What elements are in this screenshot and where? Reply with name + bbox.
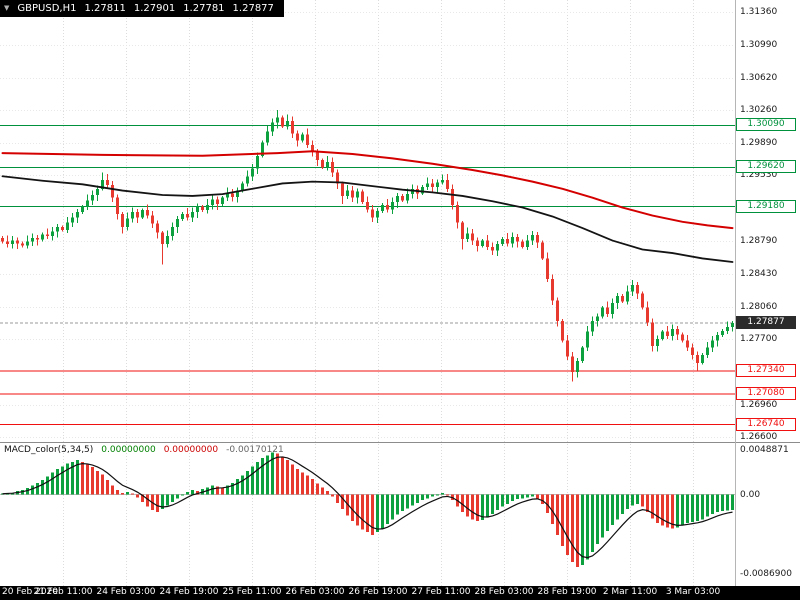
sr-price-tag-green: 1.29620 (736, 160, 796, 174)
macd-histogram (1, 452, 734, 567)
macd-axis-label: 0.0048871 (740, 445, 789, 455)
price-axis-label: 1.27700 (740, 333, 778, 344)
price-axis-label: 1.30990 (740, 40, 778, 51)
indicator-label: MACD_color(5,34,5) 0.00000000 0.00000000… (4, 445, 284, 455)
price-axis[interactable]: 1.31360 1.30990 1.30620 1.30260 1.29890 1.295… (736, 0, 800, 586)
quote-high: 1.27901 (133, 3, 176, 14)
collapse-icon[interactable]: ▼ (4, 4, 10, 12)
quote-close: 1.27877 (232, 3, 274, 14)
time-axis-label: 20 Feb 2020 (2, 587, 59, 597)
price-axis-label: 1.31360 (740, 7, 778, 17)
macd-axis-label: -0.0086900 (740, 569, 792, 579)
quote-low: 1.27781 (183, 3, 225, 14)
price-axis-label: 1.29890 (740, 138, 778, 149)
ma-black-line (1, 175, 734, 263)
sr-price-tag-red: 1.27080 (736, 387, 796, 401)
time-axis-label: 25 Feb 11:00 (222, 587, 282, 597)
sr-price-tag-red: 1.27340 (736, 363, 796, 377)
time-axis-label: 2 Mar 11:00 (602, 587, 658, 597)
time-axis-label: 27 Feb 11:00 (411, 587, 471, 597)
price-axis-label: 1.28060 (740, 301, 778, 312)
sr-price-tag-red: 1.26740 (736, 417, 796, 431)
time-axis-label: 26 Feb 03:00 (285, 587, 345, 597)
candles (1, 110, 734, 382)
quote-open: 1.27811 (84, 3, 126, 14)
time-axis-label: 28 Feb 19:00 (537, 587, 597, 597)
indicator-value-1: 0.00000000 (101, 445, 156, 455)
time-axis[interactable]: 20 Feb 2020 21 Feb 11:00 24 Feb 03:00 24 Fe… (0, 586, 800, 600)
symbol-timeframe: GBPUSD,H1 (17, 3, 77, 14)
time-axis-label: 26 Feb 19:00 (348, 587, 408, 597)
time-axis-label: 28 Feb 03:00 (474, 587, 534, 597)
sr-price-tag-green: 1.29180 (736, 199, 796, 213)
price-axis-label: 1.30260 (740, 105, 778, 116)
price-axis-label: 1.28430 (740, 268, 778, 279)
price-axis-label: 1.26600 (740, 432, 778, 442)
indicator-name: MACD_color(5,34,5) (4, 445, 94, 455)
time-axis-label: 21 Feb 11:00 (33, 587, 93, 597)
indicator-value-2: 0.00000000 (163, 445, 219, 455)
macd-signal-line (2, 456, 733, 559)
price-axis-label: 1.26960 (740, 399, 778, 410)
time-axis-label: 3 Mar 03:00 (665, 587, 721, 597)
time-axis-label: 24 Feb 03:00 (96, 587, 156, 597)
ma-red-line (1, 150, 734, 230)
time-axis-label: 24 Feb 19:00 (159, 587, 219, 597)
chart-title-bar: ▼ GBPUSD,H1 1.27811 1.27901 1.27781 1.27… (0, 0, 284, 17)
price-axis-label: 1.29530 (740, 170, 778, 181)
sr-price-tag-green: 1.30090 (736, 118, 796, 132)
current-price-tag: 1.27877 (736, 315, 796, 329)
price-axis-label: 1.30620 (740, 73, 778, 84)
indicator-value-3: -0.00170121 (226, 445, 284, 455)
price-axis-label: 1.28790 (740, 236, 778, 247)
macd-axis-label: 0.00 (740, 489, 761, 500)
